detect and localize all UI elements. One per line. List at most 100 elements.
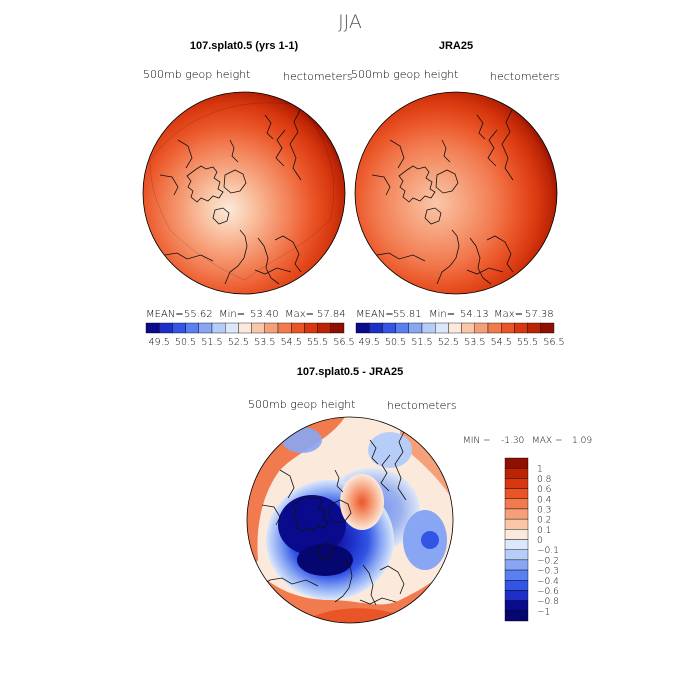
panel-reanalysis-mean-label: MEAN=	[356, 309, 394, 320]
panel-reanalysis-colorbar-swatch	[382, 322, 396, 334]
panel-difference-colorbar-tick-label: 0.8	[537, 475, 551, 485]
panel-model-map	[143, 92, 345, 294]
panel-difference-colorbar-swatch	[504, 498, 529, 510]
panel-reanalysis-colorbar-swatch	[501, 322, 515, 334]
panel-difference-colorbar-swatch	[504, 478, 529, 489]
panel-difference-max-value: 1.09	[572, 436, 592, 446]
panel-difference-min-value: -1.30	[501, 436, 524, 446]
panel-difference-colorbar-swatch	[504, 549, 529, 561]
panel-model-colorbar-swatch	[304, 322, 318, 334]
panel-difference-colorbar-tick-label: 0.6	[537, 485, 551, 495]
panel-difference-variable: 500mb geop height	[248, 398, 355, 411]
panel-difference-colorbar-swatch	[504, 600, 529, 612]
panel-difference-colorbar-tick-label: 1	[537, 465, 543, 475]
panel-difference-colorbar-swatch	[504, 467, 529, 479]
panel-reanalysis-colorbar-swatch	[395, 322, 410, 334]
panel-reanalysis-colorbar-swatch	[540, 322, 555, 334]
panel-difference-colorbar-swatch	[504, 569, 529, 581]
panel-reanalysis-variable: 500mb geop height	[351, 68, 458, 81]
panel-model-min-label: Min=	[219, 309, 245, 320]
panel-reanalysis-colorbar-swatch	[448, 322, 462, 334]
panel-reanalysis-colorbar-swatch	[355, 322, 370, 334]
panel-model-colorbar-swatch	[330, 322, 345, 334]
panel-model-colorbar-swatch	[224, 322, 239, 334]
panel-reanalysis-colorbar-swatch	[421, 322, 436, 334]
panel-model-colorbar-swatch	[172, 322, 186, 334]
panel-difference-colorbar-tick-label: −0.4	[537, 577, 559, 587]
panel-model-colorbar-swatch	[317, 322, 332, 334]
panel-reanalysis: JRA25 500mb geop height hectometers	[351, 40, 565, 348]
panel-model-colorbar: 49.5 50.5 51.5 52.5 53.5 54.5 55.5 56.5	[145, 322, 355, 348]
panel-model-colorbar-swatch	[277, 322, 292, 334]
panel-reanalysis-colorbar-swatch	[514, 322, 528, 334]
panel-reanalysis-colorbar-swatch	[487, 322, 502, 334]
panel-difference-colorbar-tick-label: −0.8	[537, 597, 559, 607]
panel-reanalysis-colorbar-tick-label: 50.5	[385, 337, 406, 348]
panel-difference-colorbar-swatch	[504, 457, 529, 469]
panel-difference-colorbar-swatch	[504, 590, 529, 601]
panel-difference: 107.splat0.5 - JRA25 500mb geop height h…	[246, 366, 592, 624]
panel-model-colorbar-tick-label: 51.5	[201, 337, 222, 348]
panel-difference-colorbar-tick-label: 0.2	[537, 516, 551, 526]
panel-model-mean-value: 55.62	[184, 309, 213, 320]
panel-difference-colorbar-swatch	[504, 580, 529, 591]
panel-model-colorbar-tick-label: 54.5	[281, 337, 302, 348]
panel-model-colorbar-tick-label: 49.5	[149, 337, 170, 348]
panel-reanalysis-title: JRA25	[439, 40, 473, 52]
panel-reanalysis-colorbar-tick-label: 53.5	[464, 337, 485, 348]
panel-model-colorbar-swatch	[264, 322, 279, 334]
panel-reanalysis-colorbar-swatch	[461, 322, 476, 334]
panel-model-colorbar-swatch	[145, 322, 160, 334]
panel-model-variable: 500mb geop height	[143, 68, 250, 81]
panel-difference-colorbar-swatch	[504, 508, 529, 520]
panel-difference-units: hectometers	[387, 399, 457, 412]
panel-difference-colorbar-tick-label: 0.3	[537, 505, 551, 515]
panel-difference-colorbar-tick-label: 0.1	[537, 526, 551, 536]
panel-difference-title: 107.splat0.5 - JRA25	[297, 366, 403, 378]
panel-reanalysis-max-value: 57.38	[525, 309, 554, 320]
panel-reanalysis-mean-value: 55.81	[393, 309, 422, 320]
panel-model-colorbar-tick-label: 56.5	[333, 337, 354, 348]
panel-model-mean-label: MEAN=	[146, 309, 184, 320]
panel-reanalysis-units: hectometers	[490, 70, 560, 83]
panel-difference-colorbar-swatch	[504, 518, 529, 530]
panel-reanalysis-colorbar-swatch	[435, 322, 449, 334]
panel-model-colorbar-swatch	[291, 322, 305, 334]
panel-model-colorbar-tick-label: 53.5	[254, 337, 275, 348]
panel-model-max-value: 57.84	[317, 309, 346, 320]
panel-model-colorbar-tick-label: 52.5	[228, 337, 249, 348]
panel-model-colorbar-swatch	[185, 322, 200, 334]
panel-difference-colorbar-tick-label: −0.3	[537, 567, 559, 577]
panel-model-units: hectometers	[283, 70, 353, 83]
panel-model-min-value: 53.40	[250, 309, 279, 320]
panel-difference-colorbar-swatch	[504, 529, 529, 540]
panel-difference-colorbar-swatch	[504, 610, 529, 622]
panel-reanalysis-colorbar-swatch	[527, 322, 541, 334]
panel-reanalysis-colorbar-tick-label: 54.5	[491, 337, 512, 348]
panel-difference-map	[247, 417, 453, 623]
panel-reanalysis-min-label: Min=	[429, 309, 455, 320]
panel-difference-colorbar-tick-label: −0.6	[537, 587, 559, 597]
season-title: JJA	[338, 11, 362, 33]
panel-difference-min-label: MIN =	[463, 436, 491, 446]
panel-reanalysis-colorbar-tick-label: 51.5	[411, 337, 432, 348]
panel-difference-colorbar-tick-label: −0.2	[537, 556, 559, 566]
panel-difference-colorbar-swatch	[504, 539, 529, 550]
panel-reanalysis-min-value: 54.13	[460, 309, 489, 320]
panel-reanalysis-colorbar-swatch	[474, 322, 489, 334]
panel-reanalysis-colorbar-swatch	[369, 322, 383, 334]
panel-difference-colorbar-tick-label: 0	[537, 536, 543, 546]
panel-reanalysis-colorbar-tick-label: 56.5	[543, 337, 564, 348]
panel-model-colorbar-swatch	[158, 322, 173, 334]
panel-difference-max-label: MAX =	[532, 436, 563, 446]
panel-difference-colorbar-swatch	[504, 488, 529, 499]
panel-reanalysis-max-label: Max=	[494, 309, 523, 320]
panel-reanalysis-map	[355, 92, 557, 294]
panel-model-colorbar-swatch	[251, 322, 266, 334]
panel-model-colorbar-swatch	[238, 322, 252, 334]
panel-difference-colorbar-tick-label: −1	[537, 607, 550, 617]
panel-reanalysis-colorbar-tick-label: 52.5	[438, 337, 459, 348]
panel-difference-colorbar-tick-label: −0.1	[537, 546, 559, 556]
panel-model: 107.splat0.5 (yrs 1-1) 500mb geop height…	[142, 40, 355, 348]
